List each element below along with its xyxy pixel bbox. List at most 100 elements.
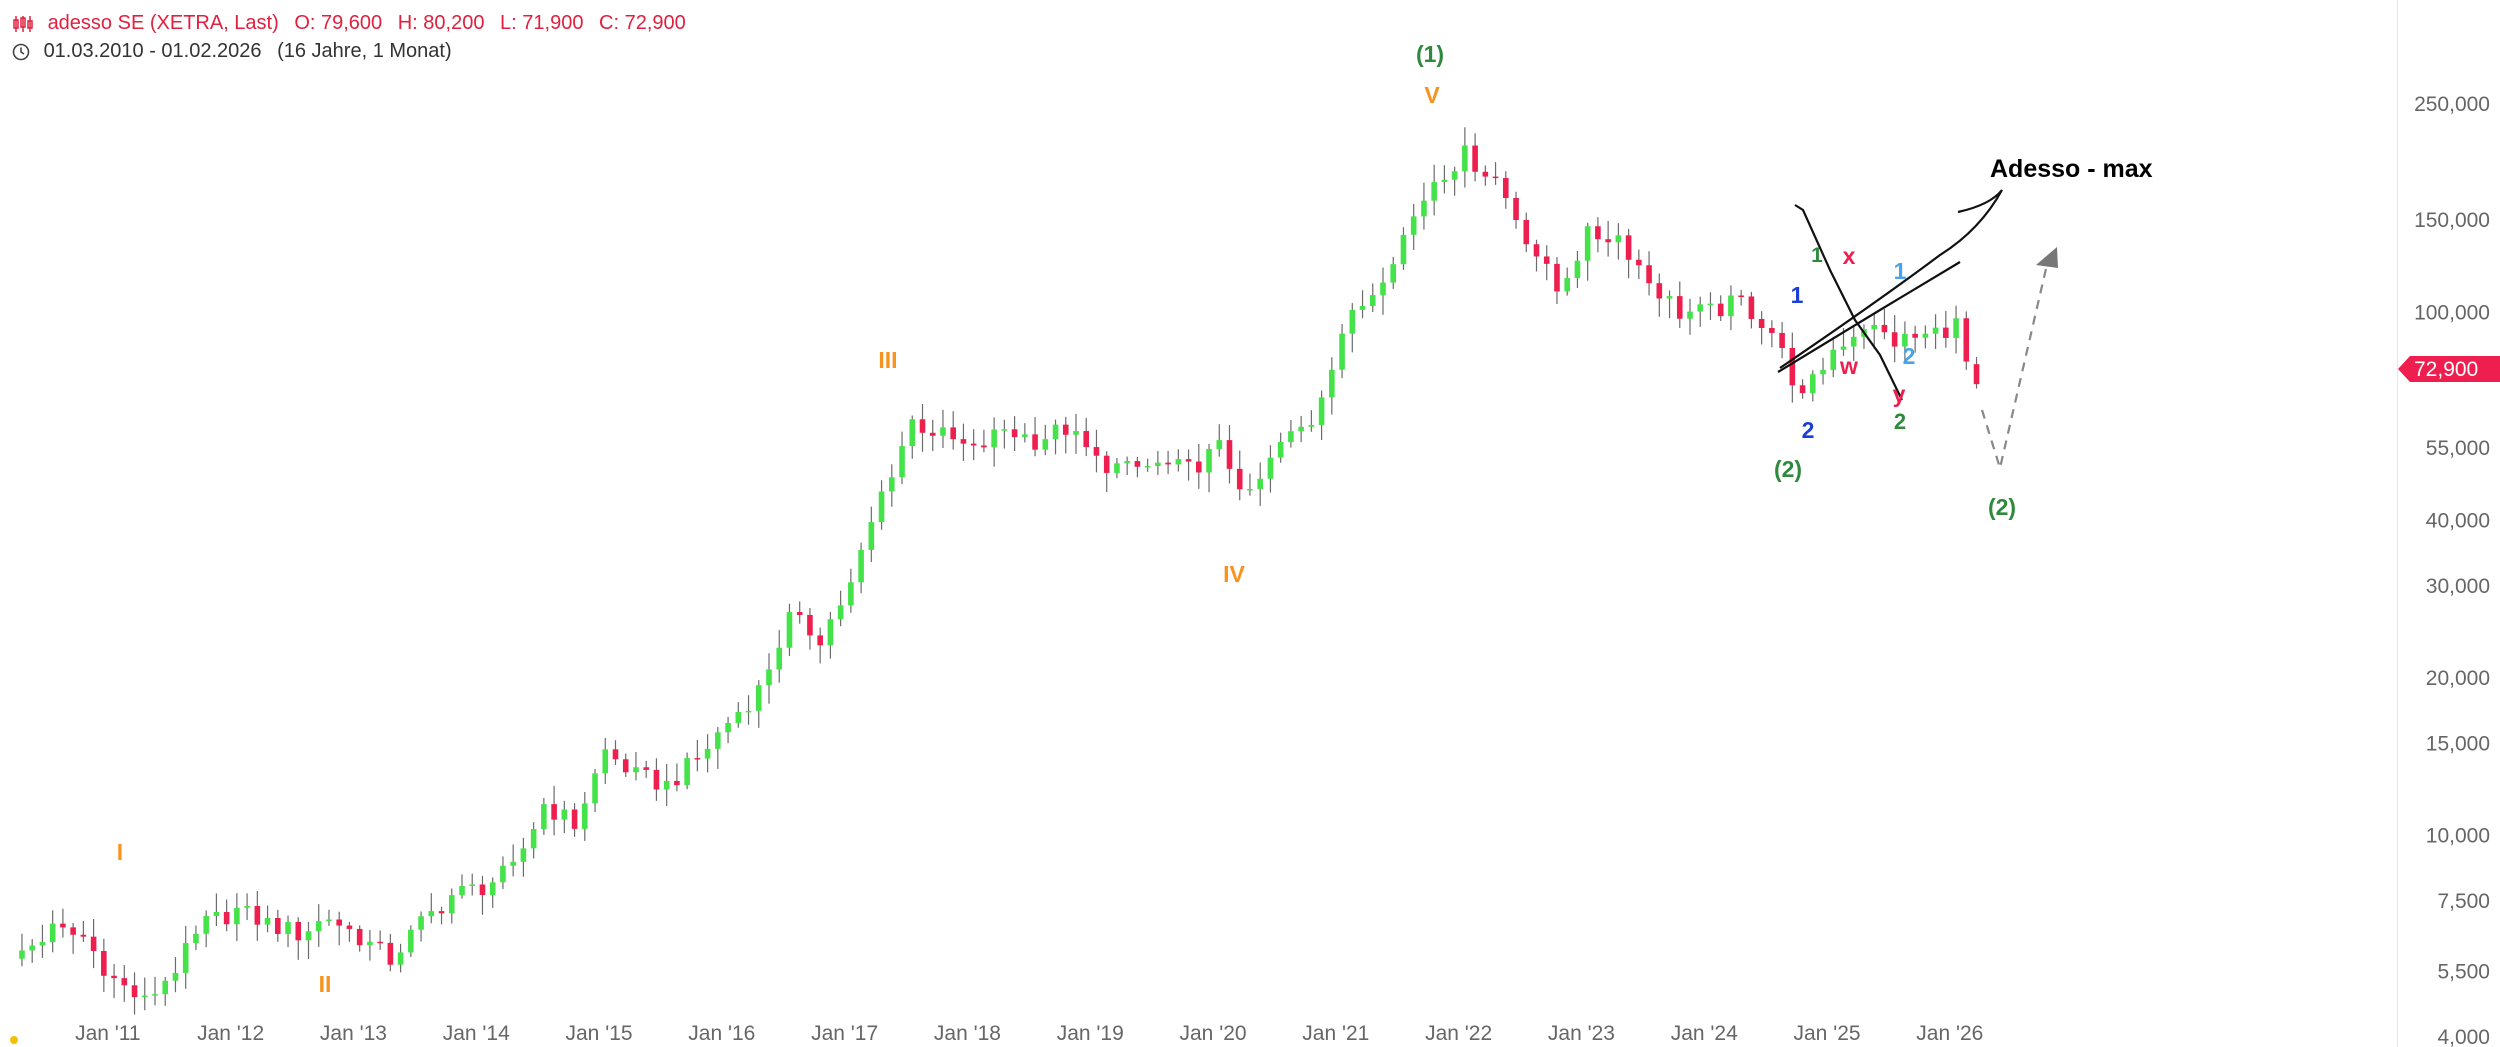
candle-body [1216, 440, 1223, 449]
candle [1410, 203, 1417, 250]
candle-body [1595, 226, 1601, 240]
candle [704, 734, 711, 773]
candle-body [858, 549, 864, 583]
candle-body [1103, 455, 1110, 473]
candle [162, 976, 169, 1006]
candle [1308, 410, 1315, 432]
candle-body [1196, 461, 1202, 473]
candle-body [285, 921, 291, 934]
candle-body [1134, 461, 1141, 467]
candle-body [1093, 447, 1100, 456]
candle-body [1728, 295, 1734, 317]
candle-body [223, 911, 230, 925]
candle-body [633, 767, 639, 773]
candle [326, 909, 332, 926]
candle-body [1707, 303, 1714, 306]
candle [1881, 309, 1888, 340]
candle-body [1073, 431, 1079, 435]
candle-body [929, 432, 936, 436]
candle [479, 875, 486, 915]
candle [1001, 419, 1008, 449]
title-annotation: Adesso - max [1990, 155, 2153, 183]
candle [1922, 325, 1929, 349]
symbol-name: adesso SE (XETRA, Last) [47, 12, 279, 34]
y-tick-label: 100,000 [2414, 301, 2490, 324]
candle-body [1011, 429, 1018, 438]
candle-body [571, 809, 578, 829]
candle [1646, 251, 1652, 296]
candle [1503, 171, 1509, 209]
candle-body [305, 931, 312, 941]
candle-body [1789, 347, 1796, 386]
candle [1902, 321, 1908, 361]
candle [141, 977, 148, 1011]
candle [1625, 228, 1632, 279]
candle-body [612, 749, 619, 760]
candle [1093, 429, 1100, 473]
candle [612, 740, 619, 766]
candle-body [275, 918, 281, 934]
candle [182, 925, 189, 989]
candle [1697, 296, 1704, 327]
candle [489, 877, 496, 908]
candle-body [1840, 346, 1847, 350]
wave-label-lightblue-1: 1 [1894, 258, 1907, 284]
candle-body [172, 972, 179, 981]
candle-body [1963, 318, 1970, 362]
candle [755, 680, 762, 728]
candle [203, 910, 209, 948]
candle-body [1339, 333, 1345, 370]
candle [1963, 311, 1970, 370]
x-tick-label: Jan '24 [1671, 1022, 1738, 1045]
candle-body [336, 919, 342, 926]
candle-body [745, 710, 752, 713]
candle-body [868, 522, 875, 550]
y-tick-label: 40,000 [2426, 510, 2490, 533]
candle-body [622, 759, 629, 773]
candle-body [1810, 374, 1816, 394]
candle [1257, 462, 1263, 506]
duration: (16 Jahre, 1 Monat) [277, 40, 452, 62]
candle [49, 910, 56, 953]
candle [264, 905, 271, 933]
candle-body [1329, 369, 1335, 398]
candle [1441, 165, 1448, 194]
candle-body [326, 919, 332, 922]
candle-body [1533, 244, 1540, 257]
candle [684, 752, 690, 790]
candle-body [60, 923, 66, 928]
candle [919, 403, 926, 452]
candle [1155, 450, 1161, 475]
candle [1329, 357, 1335, 415]
candle [1799, 379, 1806, 399]
candle-body [889, 477, 895, 492]
candle-body [1584, 226, 1591, 261]
candle [1134, 456, 1141, 478]
candle-body [1462, 145, 1468, 172]
candle [285, 915, 291, 948]
candle-body [346, 925, 353, 929]
candle-body [1820, 369, 1826, 375]
candle [837, 590, 844, 627]
candle [1431, 164, 1437, 216]
candle-body [1850, 336, 1857, 347]
candle [80, 921, 87, 942]
candle [889, 464, 895, 507]
candle-body [1144, 466, 1151, 468]
candle-body [960, 439, 967, 444]
candle-body [80, 934, 87, 937]
annotation-layer [1777, 189, 2058, 473]
candle [1451, 166, 1458, 196]
candle [786, 603, 793, 657]
candle-body [530, 829, 537, 849]
wave-label-orange-v: V [1424, 82, 1440, 108]
candle [1124, 456, 1130, 476]
candle [1298, 415, 1304, 443]
wave-label-small-green-1: 1 [1811, 244, 1823, 267]
candle-body [715, 732, 721, 749]
candle-body [725, 722, 731, 733]
candle [1144, 458, 1151, 472]
candle [438, 906, 445, 925]
candle [1636, 249, 1642, 280]
